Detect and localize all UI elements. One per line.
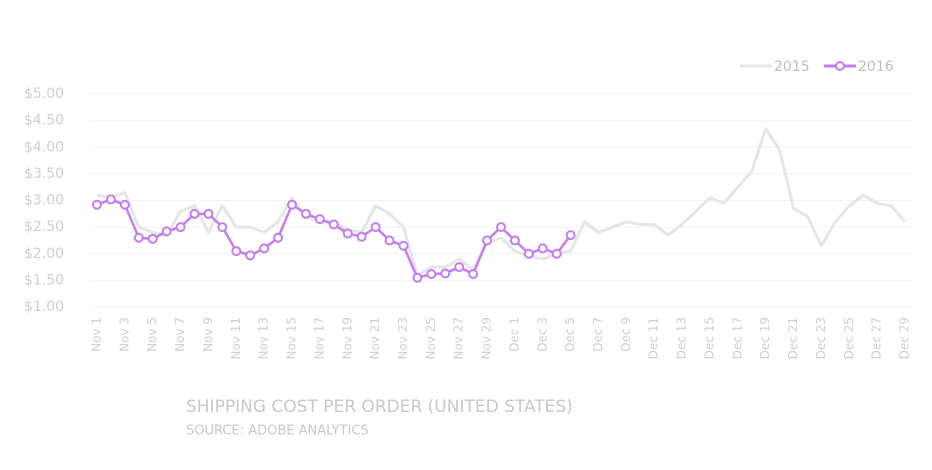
x-tick-label: Dec 23 xyxy=(814,317,828,359)
x-tick-label: Nov 25 xyxy=(424,317,438,360)
x-tick-label: Nov 29 xyxy=(480,317,494,360)
x-tick-label: Dec 27 xyxy=(870,317,884,359)
point xyxy=(454,262,465,273)
x-tick-label: Nov 11 xyxy=(229,317,243,360)
point xyxy=(245,250,256,261)
x-tick-label: Nov 27 xyxy=(452,317,466,360)
chart-subtitle: SOURCE: ADOBE ANALYTICS xyxy=(186,424,369,439)
x-tick-label: Nov 17 xyxy=(312,317,326,360)
x-tick-label: Dec 25 xyxy=(842,317,856,359)
point xyxy=(509,235,520,246)
y-tick-label: $2.50 xyxy=(24,219,64,235)
legend-label: 2015 xyxy=(774,59,810,75)
point xyxy=(565,230,576,241)
x-tick-label: Nov 3 xyxy=(117,317,131,352)
legend-label: 2016 xyxy=(858,59,894,75)
x-tick-label: Nov 5 xyxy=(145,317,159,352)
x-tick-label: Dec 15 xyxy=(702,317,716,359)
point xyxy=(426,268,437,279)
point xyxy=(119,199,130,210)
x-tick-label: Dec 13 xyxy=(675,317,689,359)
x-tick-label: Dec 29 xyxy=(898,317,912,359)
x-tick-label: Dec 3 xyxy=(535,317,549,352)
point xyxy=(384,235,395,246)
point xyxy=(259,243,270,254)
point xyxy=(273,232,284,243)
point xyxy=(203,208,214,219)
x-tick-label: Nov 13 xyxy=(257,317,271,360)
x-tick-label: Nov 23 xyxy=(396,317,410,360)
point xyxy=(287,199,298,210)
legend-marker xyxy=(835,61,845,71)
y-tick-label: $1.00 xyxy=(24,299,64,315)
x-tick-label: Nov 9 xyxy=(201,317,215,352)
x-tick-label: Dec 9 xyxy=(619,317,633,352)
y-tick-label: $4.50 xyxy=(24,113,64,129)
point xyxy=(523,248,534,259)
point xyxy=(189,208,200,219)
point xyxy=(342,228,353,239)
x-tick-label: Dec 11 xyxy=(647,317,661,359)
point xyxy=(328,219,339,230)
x-tick-label: Nov 7 xyxy=(173,317,187,352)
x-tick-label: Nov 1 xyxy=(90,317,104,352)
y-tick-label: $1.50 xyxy=(24,272,64,288)
chart-title: SHIPPING COST PER ORDER (UNITED STATES) xyxy=(186,397,573,417)
point xyxy=(370,222,381,233)
point xyxy=(217,222,228,233)
point xyxy=(356,231,367,242)
y-tick-label: $5.00 xyxy=(24,86,64,102)
y-tick-label: $3.00 xyxy=(24,193,64,209)
point xyxy=(551,248,562,259)
x-tick-label: Dec 7 xyxy=(591,317,605,352)
point xyxy=(468,268,479,279)
point xyxy=(496,222,506,233)
y-tick-label: $4.00 xyxy=(24,139,64,155)
point xyxy=(412,272,423,283)
x-tick-label: Nov 15 xyxy=(285,317,299,360)
x-tick-label: Dec 1 xyxy=(507,317,521,352)
point xyxy=(440,268,451,279)
x-tick-label: Dec 19 xyxy=(758,317,772,359)
point xyxy=(314,214,325,225)
y-tick-label: $2.00 xyxy=(24,246,64,262)
point xyxy=(175,222,186,233)
x-tick-label: Dec 5 xyxy=(563,317,577,352)
x-tick-label: Dec 17 xyxy=(730,317,744,359)
x-tick-label: Dec 21 xyxy=(786,317,800,359)
point xyxy=(147,233,158,244)
point xyxy=(398,240,409,251)
point xyxy=(482,235,493,246)
point xyxy=(92,199,102,210)
point xyxy=(537,243,548,254)
x-tick-label: Nov 21 xyxy=(368,317,382,360)
point xyxy=(300,208,311,219)
point xyxy=(133,232,144,243)
x-tick-label: Nov 19 xyxy=(340,317,354,360)
point xyxy=(161,226,172,237)
y-tick-label: $3.50 xyxy=(24,166,64,182)
point xyxy=(105,194,116,205)
point xyxy=(231,246,242,257)
series-line xyxy=(96,127,907,277)
